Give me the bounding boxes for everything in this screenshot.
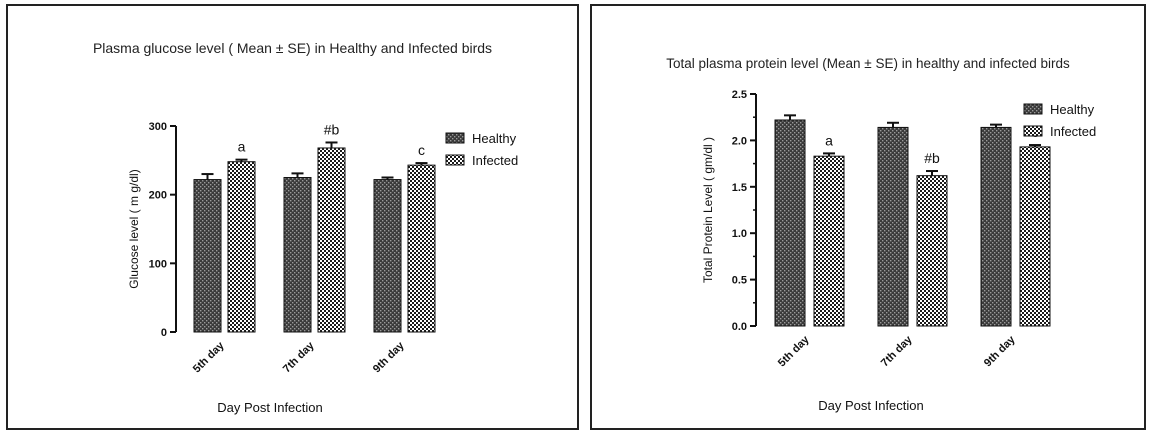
y-tick-label: 0 (161, 327, 167, 339)
x-tick-label: 5th day (191, 339, 227, 375)
legend-swatch (445, 154, 465, 166)
x-axis-label: Day Post Infection (818, 398, 924, 413)
protein-bar-chart: 0.0 0.5 1.0 1.5 2.0 2.5 Total Protein Level ( … (701, 89, 1096, 413)
x-tick-label: 5th day (776, 333, 812, 369)
y-tick-label: 1.5 (732, 182, 747, 194)
significance-label: #b (924, 150, 940, 166)
x-tick-label: 9th day (982, 333, 1018, 369)
y-tick-label: 1.0 (732, 228, 747, 240)
bar-healthy-2 (283, 177, 312, 333)
bar-healthy-2 (877, 126, 909, 327)
y-tick-label: 2.5 (732, 89, 747, 101)
bar-healthy-3 (373, 179, 402, 333)
bar-healthy-1 (193, 179, 222, 333)
protein-chart-panel: Total plasma protein level (Mean ± SE) i… (590, 4, 1146, 430)
bar-healthy-1 (774, 119, 806, 327)
legend-swatch (445, 132, 465, 144)
y-tick-label: 100 (149, 258, 167, 270)
bar-infected-3 (407, 164, 436, 333)
y-tick-label: 0.0 (732, 321, 747, 333)
legend-label: Infected (472, 153, 518, 168)
bar-infected-3 (1019, 146, 1051, 327)
x-tick-label: 7th day (281, 339, 317, 375)
y-tick-label: 200 (149, 190, 167, 202)
x-tick-label: 9th day (371, 339, 407, 375)
significance-label: a (825, 132, 833, 148)
legend-swatch (1023, 125, 1043, 137)
x-tick-label: 7th day (879, 333, 915, 369)
chart-title: Total plasma protein level (Mean ± SE) i… (666, 56, 1070, 71)
bar-infected-2 (916, 175, 948, 327)
glucose-chart-panel: Plasma glucose level ( Mean ± SE) in Hea… (6, 4, 579, 430)
bar-infected-2 (317, 147, 346, 333)
x-axis-label: Day Post Infection (217, 400, 323, 415)
glucose-bar-chart: 0 100 200 300 Glucose level ( m g/dl) a 5th da… (127, 121, 518, 415)
bar-healthy-3 (980, 126, 1012, 327)
bar-infected-1 (227, 161, 256, 333)
legend-label: Healthy (472, 131, 517, 146)
y-axis-label: Glucose level ( m g/dl) (127, 169, 141, 288)
significance-label: a (238, 139, 246, 155)
significance-label: #b (324, 121, 340, 137)
y-tick-label: 2.0 (732, 135, 747, 147)
legend-label: Infected (1050, 124, 1096, 139)
chart-title: Plasma glucose level ( Mean ± SE) in Hea… (92, 40, 493, 56)
y-axis-label: Total Protein Level ( gm/dl ) (701, 137, 715, 283)
y-tick-label: 0.5 (732, 275, 747, 287)
legend-label: Healthy (1050, 102, 1095, 117)
bar-infected-1 (813, 155, 845, 327)
y-tick-label: 300 (149, 121, 167, 133)
legend-swatch (1023, 103, 1043, 115)
significance-label: c (418, 142, 425, 158)
